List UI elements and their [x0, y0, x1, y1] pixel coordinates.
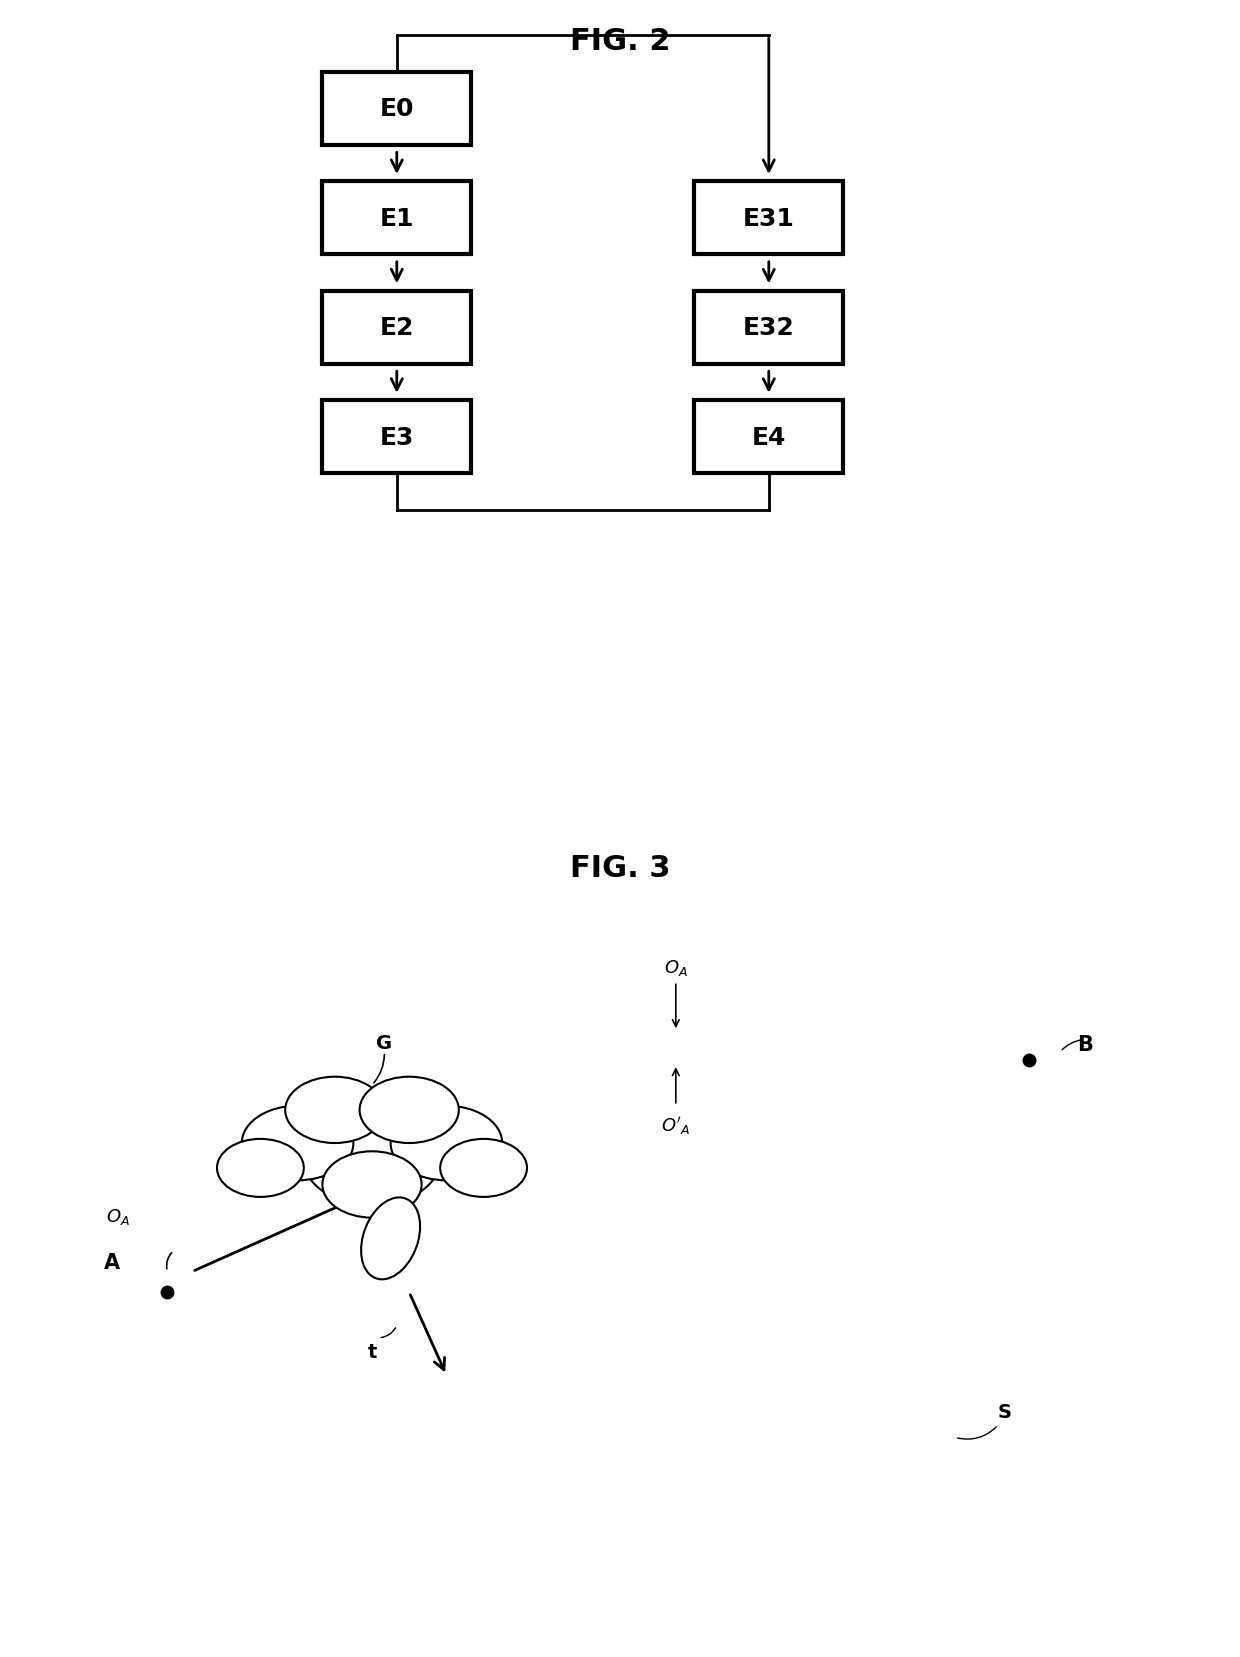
FancyBboxPatch shape [322, 401, 471, 474]
FancyBboxPatch shape [694, 292, 843, 365]
FancyBboxPatch shape [694, 182, 843, 255]
Text: FIG. 2: FIG. 2 [569, 27, 671, 56]
Text: G: G [376, 1034, 393, 1052]
Circle shape [242, 1107, 353, 1180]
FancyBboxPatch shape [322, 292, 471, 365]
Circle shape [217, 1140, 304, 1196]
Text: E32: E32 [743, 316, 795, 340]
Text: $O'_A$: $O'_A$ [661, 1115, 691, 1137]
Text: t: t [367, 1342, 377, 1360]
Text: B: B [1078, 1034, 1092, 1054]
Text: E1: E1 [379, 207, 414, 230]
Text: FIG. 3: FIG. 3 [569, 853, 671, 882]
FancyBboxPatch shape [694, 401, 843, 474]
Text: $O_A$: $O_A$ [105, 1206, 130, 1226]
Ellipse shape [361, 1198, 420, 1279]
Circle shape [285, 1077, 384, 1143]
Circle shape [322, 1152, 422, 1218]
Text: A: A [103, 1251, 120, 1273]
Text: $O_A$: $O_A$ [663, 958, 688, 978]
Text: E3: E3 [379, 426, 414, 449]
FancyBboxPatch shape [322, 73, 471, 146]
Circle shape [304, 1115, 440, 1206]
Circle shape [391, 1107, 502, 1180]
Text: E4: E4 [751, 426, 786, 449]
Circle shape [440, 1140, 527, 1196]
Text: E31: E31 [743, 207, 795, 230]
Circle shape [360, 1077, 459, 1143]
Text: S: S [997, 1402, 1012, 1422]
FancyBboxPatch shape [322, 182, 471, 255]
Text: E0: E0 [379, 98, 414, 121]
Text: E2: E2 [379, 316, 414, 340]
